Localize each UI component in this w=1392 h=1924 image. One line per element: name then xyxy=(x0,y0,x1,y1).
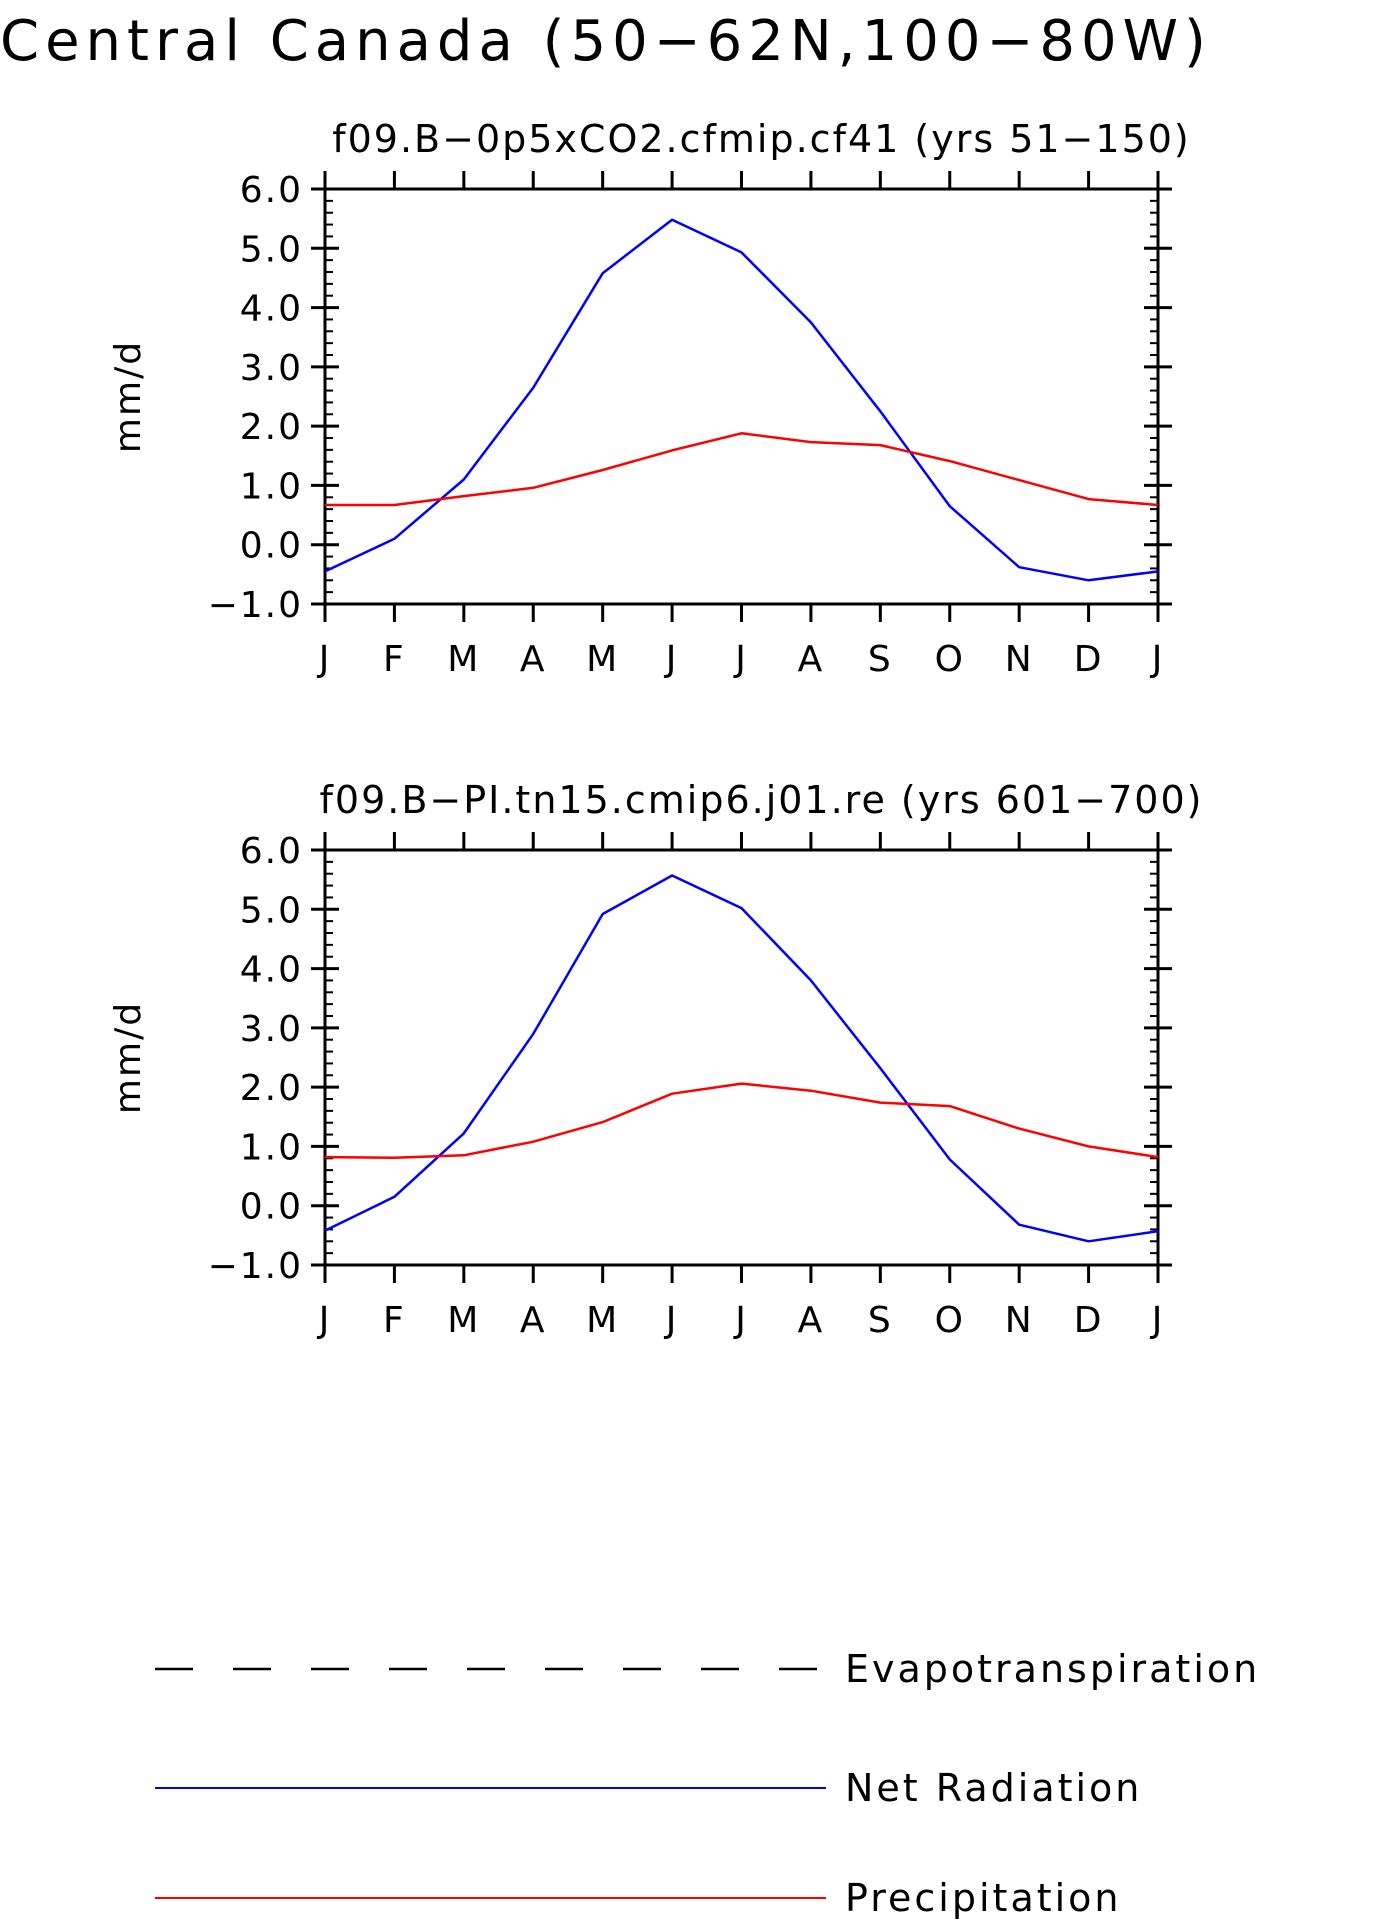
x-tick-label: N xyxy=(1005,639,1034,680)
panel-top: f09.B−0p5xCO2.cfmip.cf41 (yrs 51−150) −1.… xyxy=(108,117,1191,680)
y-tick-label: 2.0 xyxy=(240,407,303,448)
legend: Evapotranspiration Net Radiation Precipita… xyxy=(155,1647,1260,1920)
x-tick-label: D xyxy=(1074,1300,1104,1341)
x-tick-label: J xyxy=(1150,1300,1165,1341)
y-tick-label: 5.0 xyxy=(240,229,303,270)
x-tick-label: J xyxy=(664,639,679,680)
x-tick-label: S xyxy=(868,639,893,680)
y-tick-label: −1.0 xyxy=(208,585,303,626)
series-line-precipitation xyxy=(325,432,1159,507)
legend-label: Net Radiation xyxy=(845,1766,1142,1810)
x-tick-label: A xyxy=(520,1300,547,1341)
y-tick-label: 3.0 xyxy=(240,1009,303,1050)
x-tick-label: J xyxy=(733,1300,748,1341)
x-tick-label: M xyxy=(586,639,619,680)
y-tick-label: 2.0 xyxy=(240,1068,303,1109)
x-tick-label: O xyxy=(935,1300,965,1341)
x-tick-label: M xyxy=(586,1300,619,1341)
series-line-net-radiation xyxy=(324,218,1159,582)
x-tick-label: J xyxy=(733,639,748,680)
x-tick-label: O xyxy=(935,639,965,680)
y-tick-label: 1.0 xyxy=(240,466,303,507)
y-tick-label: 4.0 xyxy=(240,950,303,991)
x-tick-label: D xyxy=(1074,639,1104,680)
panel-title: f09.B−PI.tn15.cmip6.j01.re (yrs 601−700) xyxy=(320,778,1204,822)
legend-label: Precipitation xyxy=(845,1876,1122,1920)
x-tick-label: A xyxy=(798,1300,825,1341)
y-tick-label: 6.0 xyxy=(240,170,303,211)
y-tick-label: −1.0 xyxy=(208,1246,303,1287)
x-tick-label: J xyxy=(317,639,332,680)
panel-bottom: f09.B−PI.tn15.cmip6.j01.re (yrs 601−700)… xyxy=(108,778,1204,1341)
series-line-precipitation xyxy=(324,1082,1159,1159)
series-line-net-radiation xyxy=(324,874,1159,1243)
x-tick-label: F xyxy=(383,639,406,680)
x-tick-label: M xyxy=(447,639,480,680)
y-axis-label: mm/d xyxy=(108,1001,149,1114)
x-tick-label: F xyxy=(383,1300,406,1341)
x-tick-label: S xyxy=(868,1300,893,1341)
figure-title: Central Canada (50−62N,100−80W) xyxy=(0,9,1212,74)
y-tick-label: 0.0 xyxy=(240,1187,303,1228)
y-axis-label: mm/d xyxy=(108,340,149,453)
y-tick-label: 1.0 xyxy=(240,1127,303,1168)
x-tick-label: N xyxy=(1005,1300,1034,1341)
x-tick-label: J xyxy=(317,1300,332,1341)
x-tick-label: A xyxy=(520,639,547,680)
panel-title: f09.B−0p5xCO2.cfmip.cf41 (yrs 51−150) xyxy=(332,117,1191,161)
y-tick-label: 4.0 xyxy=(240,289,303,330)
y-tick-label: 3.0 xyxy=(240,348,303,389)
x-tick-label: J xyxy=(664,1300,679,1341)
y-tick-label: 5.0 xyxy=(240,890,303,931)
x-tick-label: J xyxy=(1150,639,1165,680)
y-tick-label: 6.0 xyxy=(240,831,303,872)
x-tick-label: A xyxy=(798,639,825,680)
legend-label: Evapotranspiration xyxy=(845,1647,1260,1691)
x-tick-label: M xyxy=(447,1300,480,1341)
plot-frame xyxy=(323,848,1160,1267)
y-tick-label: 0.0 xyxy=(240,526,303,567)
